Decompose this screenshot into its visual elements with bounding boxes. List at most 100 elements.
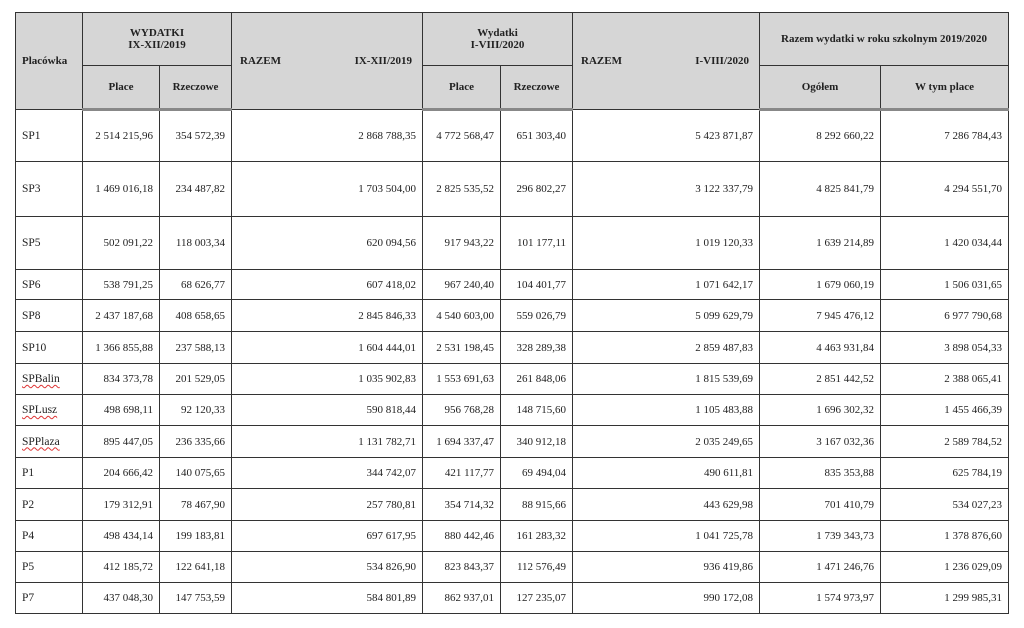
- cell-place-2020: 880 442,46: [422, 520, 502, 552]
- cell-razem-2020: 2 035 249,65: [572, 425, 761, 458]
- cell-place-2020: 1 694 337,47: [422, 425, 502, 458]
- table-row: SP6 538 791,25 68 626,77 607 418,02 967 240,…: [15, 269, 1010, 300]
- table-row: SP1 2 514 215,96 354 572,39 2 868 788,35 4 7…: [15, 109, 1010, 162]
- header-placowka: Placówka: [15, 12, 83, 110]
- cell-razem-2019: 2 868 788,35: [231, 109, 424, 162]
- cell-rzeczowe-2019: 201 529,05: [158, 363, 233, 395]
- cell-rzeczowe-2020: 296 802,27: [500, 161, 574, 217]
- expenses-table: Placówka WYDATKI IX-XII/2019 RAZEM IX-XII/…: [15, 12, 1010, 614]
- cell-rzeczowe-2020: 112 576,49: [500, 551, 574, 583]
- cell-rzeczowe-2019: 147 753,59: [158, 582, 233, 614]
- cell-place-2020: 2 825 535,52: [422, 161, 502, 217]
- cell-ogolem: 1 639 214,89: [759, 216, 882, 270]
- cell-placowka: SP10: [15, 331, 83, 364]
- cell-razem-2019: 257 780,81: [231, 488, 424, 521]
- cell-rzeczowe-2020: 161 283,32: [500, 520, 574, 552]
- cell-place-2019: 834 373,78: [82, 363, 160, 395]
- cell-place-2020: 823 843,37: [422, 551, 502, 583]
- cell-rzeczowe-2020: 651 303,40: [500, 109, 574, 162]
- cell-rzeczowe-2019: 408 658,65: [158, 299, 233, 332]
- cell-w-tym-place: 7 286 784,43: [880, 109, 1010, 162]
- cell-ogolem: 3 167 032,36: [759, 425, 882, 458]
- cell-place-2020: 956 768,28: [422, 394, 502, 426]
- table-row: P2 179 312,91 78 467,90 257 780,81 354 714,3…: [15, 488, 1010, 521]
- cell-place-2019: 179 312,91: [82, 488, 160, 521]
- cell-w-tym-place: 1 420 034,44: [880, 216, 1010, 270]
- placowka-name: SPPlaza: [22, 435, 60, 448]
- cell-razem-2019: 534 826,90: [231, 551, 424, 583]
- table-row: SP10 1 366 855,88 237 588,13 1 604 444,01 2 …: [15, 331, 1010, 364]
- cell-place-2019: 1 469 016,18: [82, 161, 160, 217]
- cell-place-2019: 502 091,22: [82, 216, 160, 270]
- cell-razem-2019: 697 617,95: [231, 520, 424, 552]
- cell-razem-2020: 5 099 629,79: [572, 299, 761, 332]
- table-row: SP5 502 091,22 118 003,34 620 094,56 917 943…: [15, 216, 1010, 270]
- cell-rzeczowe-2019: 140 075,65: [158, 457, 233, 489]
- placowka-name: SP5: [22, 237, 41, 249]
- cell-place-2020: 1 553 691,63: [422, 363, 502, 395]
- header-wydatki-2019: WYDATKI IX-XII/2019: [81, 12, 233, 66]
- cell-razem-2019: 1 035 902,83: [231, 363, 424, 395]
- cell-ogolem: 2 851 442,52: [759, 363, 882, 395]
- header-ogolem: Ogółem: [759, 65, 882, 111]
- cell-placowka: SP3: [15, 161, 83, 217]
- cell-razem-2020: 2 859 487,83: [572, 331, 761, 364]
- cell-placowka: P7: [15, 582, 83, 614]
- cell-placowka: SP1: [15, 109, 83, 162]
- header-wydatki-2020: Wydatki I-VIII/2020: [422, 12, 574, 66]
- cell-rzeczowe-2020: 88 915,66: [500, 488, 574, 521]
- cell-place-2019: 538 791,25: [82, 269, 160, 300]
- header-razem-2019: RAZEM IX-XII/2019: [231, 12, 424, 110]
- cell-razem-2019: 1 131 782,71: [231, 425, 424, 458]
- cell-place-2020: 862 937,01: [422, 582, 502, 614]
- cell-w-tym-place: 2 388 065,41: [880, 363, 1010, 395]
- cell-rzeczowe-2019: 118 003,34: [158, 216, 233, 270]
- header-w-tym-place: W tym place: [880, 65, 1010, 111]
- header-razem-rok-szkolny: Razem wydatki w roku szkolnym 2019/2020: [759, 12, 1010, 66]
- cell-place-2020: 4 772 568,47: [422, 109, 502, 162]
- cell-place-2020: 354 714,32: [422, 488, 502, 521]
- cell-rzeczowe-2020: 261 848,06: [500, 363, 574, 395]
- cell-rzeczowe-2019: 234 487,82: [158, 161, 233, 217]
- cell-ogolem: 1 739 343,73: [759, 520, 882, 552]
- cell-ogolem: 1 696 302,32: [759, 394, 882, 426]
- cell-placowka: SPBalin: [15, 363, 83, 395]
- placowka-name: SP6: [22, 278, 41, 291]
- cell-razem-2020: 1 041 725,78: [572, 520, 761, 552]
- cell-razem-2020: 5 423 871,87: [572, 109, 761, 162]
- cell-rzeczowe-2019: 237 588,13: [158, 331, 233, 364]
- cell-rzeczowe-2019: 199 183,81: [158, 520, 233, 552]
- table-row: SPLusz 498 698,11 92 120,33 590 818,44 956 7…: [15, 394, 1010, 426]
- placowka-name: SP3: [22, 183, 41, 195]
- cell-placowka: P1: [15, 457, 83, 489]
- cell-w-tym-place: 1 506 031,65: [880, 269, 1010, 300]
- table-row: P4 498 434,14 199 183,81 697 617,95 880 442,…: [15, 520, 1010, 552]
- cell-w-tym-place: 2 589 784,52: [880, 425, 1010, 458]
- cell-razem-2020: 490 611,81: [572, 457, 761, 489]
- cell-w-tym-place: 1 236 029,09: [880, 551, 1010, 583]
- cell-w-tym-place: 6 977 790,68: [880, 299, 1010, 332]
- cell-rzeczowe-2019: 92 120,33: [158, 394, 233, 426]
- cell-ogolem: 1 679 060,19: [759, 269, 882, 300]
- placowka-name: SP10: [22, 341, 47, 354]
- cell-ogolem: 8 292 660,22: [759, 109, 882, 162]
- table-body: SP1 2 514 215,96 354 572,39 2 868 788,35 4 7…: [15, 109, 1010, 614]
- cell-placowka: SP6: [15, 269, 83, 300]
- cell-razem-2019: 344 742,07: [231, 457, 424, 489]
- cell-razem-2020: 1 071 642,17: [572, 269, 761, 300]
- placowka-name: SPBalin: [22, 373, 60, 385]
- header-rzeczowe-2020: Rzeczowe: [500, 65, 574, 111]
- cell-ogolem: 835 353,88: [759, 457, 882, 489]
- cell-place-2020: 917 943,22: [422, 216, 502, 270]
- cell-w-tym-place: 625 784,19: [880, 457, 1010, 489]
- cell-razem-2020: 936 419,86: [572, 551, 761, 583]
- header-rzeczowe-2019: Rzeczowe: [158, 65, 233, 111]
- cell-rzeczowe-2020: 340 912,18: [500, 425, 574, 458]
- cell-ogolem: 4 825 841,79: [759, 161, 882, 217]
- cell-placowka: SP5: [15, 216, 83, 270]
- cell-placowka: SP8: [15, 299, 83, 332]
- cell-rzeczowe-2020: 559 026,79: [500, 299, 574, 332]
- cell-razem-2020: 990 172,08: [572, 582, 761, 614]
- placowka-name: P1: [22, 467, 35, 479]
- table-row: SPPlaza 895 447,05 236 335,66 1 131 782,71 1…: [15, 425, 1010, 458]
